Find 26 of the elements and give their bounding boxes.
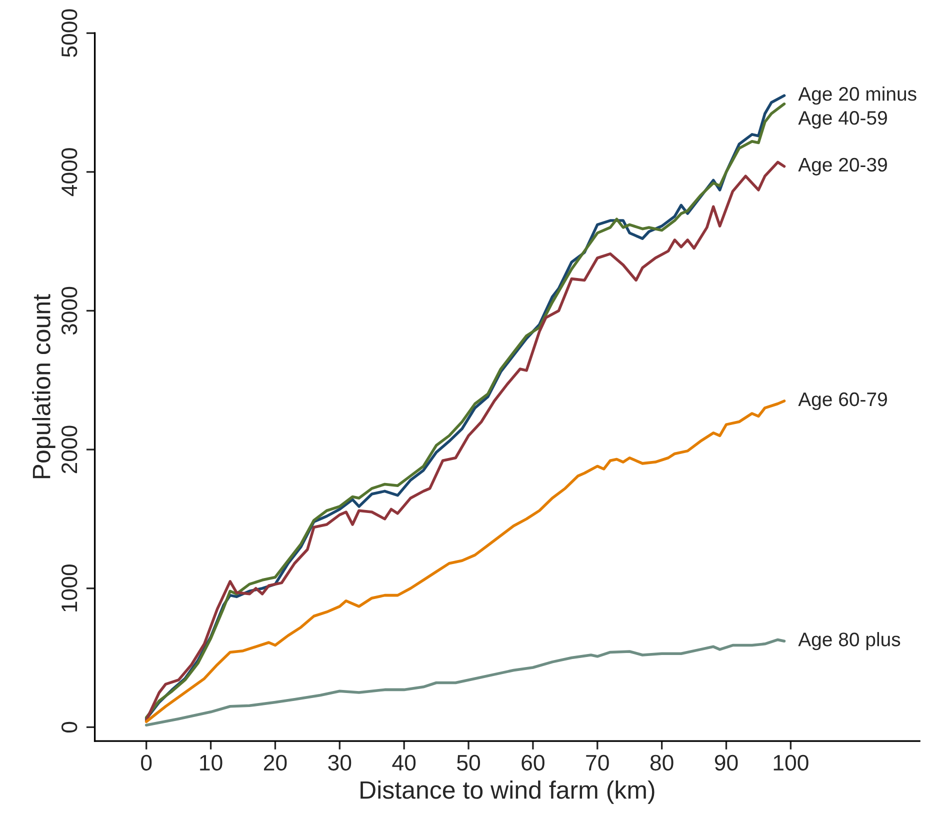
y-tick-label: 1000	[61, 564, 78, 612]
x-tick-label: 10	[200, 754, 222, 771]
x-tick-label: 100	[774, 754, 808, 771]
y-axis-title: Population count	[32, 294, 56, 478]
series-label: Age 80 plus	[798, 632, 900, 650]
y-tick-label: 0	[61, 722, 78, 732]
x-tick-label: 0	[141, 754, 152, 771]
line-series	[144, 638, 786, 726]
x-tick-label: 60	[522, 754, 544, 771]
y-tick-label: 2000	[61, 426, 78, 474]
y-tick-label: 3000	[61, 286, 78, 335]
x-tick-label: 30	[328, 754, 352, 771]
x-tick-label: 80	[650, 754, 674, 771]
x-tick-label: 90	[714, 754, 738, 771]
series-label: Age 40-59	[798, 111, 887, 129]
x-tick-label: 20	[264, 754, 287, 771]
x-tick-label: 40	[392, 754, 416, 771]
y-tick-label: 5000	[61, 9, 78, 57]
x-axis-title: Distance to wind farm (km)	[360, 780, 654, 804]
series-label: Age 20-39	[798, 158, 887, 176]
y-tick-label: 4000	[61, 148, 78, 196]
x-tick-label: 70	[586, 754, 609, 771]
series-label: Age 20 minus	[798, 86, 916, 105]
x-tick-label: 50	[457, 754, 480, 771]
line-series	[144, 400, 786, 724]
series-label: Age 60-79	[798, 392, 887, 410]
